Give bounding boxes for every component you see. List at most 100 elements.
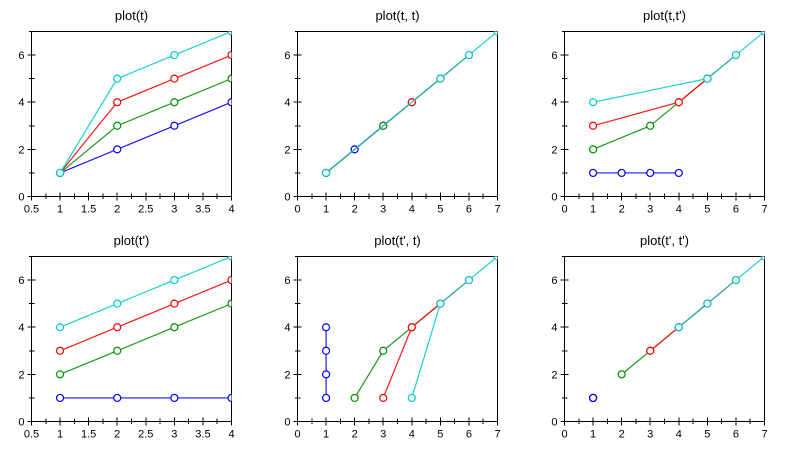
x-tick-label: 3 xyxy=(380,429,386,441)
series-green-marker xyxy=(588,145,598,154)
series-blue-line xyxy=(59,101,232,174)
series-cyan-marker xyxy=(493,31,498,36)
y-tick-label: 0 xyxy=(551,192,557,204)
x-tick-label: 1.5 xyxy=(81,429,96,441)
series-green-line xyxy=(59,78,232,174)
x-tick-label: 3.5 xyxy=(195,204,210,216)
subplot-title: plot(t', t) xyxy=(374,233,421,248)
x-tick-label: 3 xyxy=(171,429,177,441)
y-tick-label: 2 xyxy=(18,144,24,156)
plot-area: 0 1 2 3 4 5 6 7 0 2 4 6 xyxy=(551,256,768,441)
series-cyan-marker xyxy=(55,168,65,178)
series-cyan-marker xyxy=(731,275,741,285)
series-red-marker xyxy=(170,299,179,308)
series-cyan-marker xyxy=(55,323,65,332)
series-cyan-marker xyxy=(436,299,445,308)
series-group xyxy=(55,256,232,403)
series-cyan-marker xyxy=(464,50,474,60)
y-tick-label: 0 xyxy=(18,192,24,204)
series-cyan-marker xyxy=(493,256,498,261)
x-tick-label: 1 xyxy=(590,429,596,441)
tick-labels: 0.5 1 1.5 2 2.5 3 3.5 4 0 2 4 6 xyxy=(18,50,234,215)
series-green-marker xyxy=(617,370,626,379)
series-red-line xyxy=(59,279,232,352)
series-cyan-marker xyxy=(703,299,712,308)
x-tick-label: 3 xyxy=(647,204,653,216)
series-blue-marker xyxy=(321,323,331,332)
series-cyan-marker xyxy=(703,74,712,83)
series-cyan-marker xyxy=(760,256,765,261)
series-red-marker xyxy=(170,74,179,83)
series-cyan-marker xyxy=(227,31,232,36)
series-red-marker xyxy=(113,98,122,107)
series-cyan-marker xyxy=(321,168,331,178)
x-tick-label: 4 xyxy=(676,429,682,441)
y-tick-label: 4 xyxy=(18,322,24,334)
y-tick-label: 0 xyxy=(284,192,290,204)
series-cyan-marker xyxy=(731,50,741,60)
y-tick-label: 6 xyxy=(18,275,24,287)
series-group xyxy=(588,256,765,403)
series-green-marker xyxy=(227,299,232,308)
series-red-line xyxy=(59,54,232,174)
series-green-marker xyxy=(350,393,359,403)
x-tick-label: 2.5 xyxy=(138,204,153,216)
x-tick-label: 0.5 xyxy=(24,204,39,216)
x-tick-label: 3 xyxy=(171,204,177,216)
series-red-line xyxy=(382,279,470,399)
x-tick-label: 4 xyxy=(409,204,415,216)
plot-area: 0 1 2 3 4 5 6 7 0 2 4 6 xyxy=(284,256,501,441)
x-tick-label: 3.5 xyxy=(195,429,210,441)
series-cyan-marker xyxy=(113,299,122,308)
series-blue-marker xyxy=(113,393,122,403)
series-red-marker xyxy=(379,393,388,403)
y-tick-label: 4 xyxy=(284,97,290,109)
x-tick-label: 1 xyxy=(590,204,596,216)
x-tick-label: 2 xyxy=(114,204,120,216)
subplot-title: plot(t,t') xyxy=(643,8,686,23)
subplot-plot-t-t: plot(t, t) 0 1 2 3 4 5 6 7 0 2 4 6 xyxy=(266,0,533,225)
axes xyxy=(560,31,765,201)
series-cyan-line xyxy=(59,256,232,328)
x-tick-label: 6 xyxy=(466,204,472,216)
series-cyan-line xyxy=(678,256,765,328)
series-green-marker xyxy=(113,121,122,130)
x-tick-label: 2.5 xyxy=(138,429,153,441)
x-tick-label: 2 xyxy=(352,429,358,441)
y-tick-label: 2 xyxy=(284,369,290,381)
series-group xyxy=(321,256,498,403)
x-tick-label: 6 xyxy=(733,429,739,441)
subplot-plot-ttranspose-t: plot(t', t) 0 1 2 3 4 5 6 7 0 2 4 6 xyxy=(266,225,533,450)
x-tick-label: 6 xyxy=(733,204,739,216)
series-green-marker xyxy=(55,370,65,379)
series-green-marker xyxy=(646,121,655,130)
x-tick-label: 2 xyxy=(114,429,120,441)
x-tick-label: 7 xyxy=(761,204,767,216)
series-cyan-marker xyxy=(674,323,683,332)
x-tick-label: 4 xyxy=(676,204,682,216)
subplot-plot-ttranspose: plot(t') 0.5 1 1.5 2 2.5 3 3.5 4 0 2 4 6 xyxy=(0,225,266,450)
series-blue-marker xyxy=(227,393,232,403)
x-tick-label: 1.5 xyxy=(81,204,96,216)
y-tick-label: 2 xyxy=(18,369,24,381)
series-cyan-line xyxy=(592,31,765,103)
axes xyxy=(293,31,498,201)
x-tick-label: 0.5 xyxy=(24,429,39,441)
series-red-marker xyxy=(588,121,598,130)
y-tick-label: 6 xyxy=(551,50,557,62)
y-tick-label: 0 xyxy=(551,417,557,429)
axes xyxy=(27,31,232,201)
y-tick-label: 0 xyxy=(284,417,290,429)
x-tick-label: 3 xyxy=(647,429,653,441)
series-blue-marker xyxy=(617,168,626,178)
series-blue-marker xyxy=(170,121,179,130)
x-tick-label: 0 xyxy=(561,429,567,441)
subplot-plot-ttranspose-ttranspose: plot(t', t') 0 1 2 3 4 5 6 7 0 2 4 6 xyxy=(533,225,800,450)
tick-labels: 0 1 2 3 4 5 6 7 0 2 4 6 xyxy=(284,275,500,440)
x-tick-label: 5 xyxy=(704,204,710,216)
tick-labels: 0 1 2 3 4 5 6 7 0 2 4 6 xyxy=(551,50,767,215)
x-tick-label: 1 xyxy=(57,429,63,441)
axes xyxy=(560,256,765,426)
x-tick-label: 0 xyxy=(561,204,567,216)
series-blue-marker xyxy=(321,346,331,355)
